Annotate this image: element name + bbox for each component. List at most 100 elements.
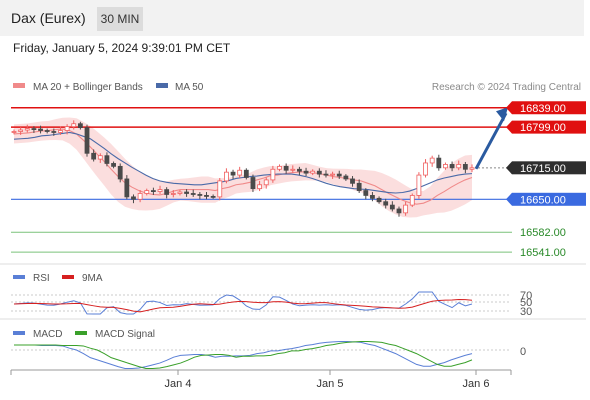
legend-label-macd-signal: MACD Signal [95,329,155,340]
candle-body [91,152,97,160]
legend-label-ma20: MA 20 + Bollinger Bands [33,82,143,93]
candle-body [117,165,123,180]
candle-body [303,170,309,174]
level-label-pointer [506,192,512,206]
candle-body [177,191,183,194]
candle-body [436,157,442,169]
candle-body [290,168,296,171]
level-label: 16541.00 [520,247,566,259]
legend-label-macd: MACD [33,329,62,340]
candle-body [376,197,382,203]
candle-body [396,208,402,214]
candle-body [363,190,369,196]
candle-body [84,127,90,154]
forecast-arrow [474,107,508,170]
candlesticks [11,120,475,217]
candle-body [51,131,57,133]
level-label-bg [512,120,586,134]
candle-body [343,175,349,180]
candle-body [164,189,170,195]
legend-swatch-macd-signal [75,331,87,335]
level-label-bg [512,161,586,175]
ma50-line [13,131,473,194]
candle-body [310,170,316,174]
timestamp: Friday, January 5, 2024 9:39:01 PM CET [13,41,231,55]
level-label-pointer [506,120,512,134]
candle-body [190,193,196,195]
candle-body [144,190,150,194]
legend-label-rsi-ma: 9MA [82,273,103,284]
candle-body [104,155,110,164]
legend-swatch-rsi-ma [62,275,74,279]
candle-body [277,165,282,170]
candle-body [131,196,136,200]
level-label: 16650.00 [520,194,566,206]
forecast-arrow-shaft [474,112,508,170]
candle-body [383,201,389,206]
candle-body [18,129,24,132]
bollinger-band-area [14,117,472,218]
candle-body [370,195,375,199]
ma20-line [13,128,473,205]
candle-body [71,123,77,128]
candle-body [250,177,256,190]
candle-body [469,167,475,170]
instrument-title: Dax (Eurex) [11,10,86,26]
candle-body [224,171,229,182]
candle-body [330,173,336,176]
x-tick-label: Jan 5 [317,378,344,390]
level-label: 16839.00 [520,103,566,115]
rsi-level-label: 50 [520,297,532,309]
legend-label-ma50: MA 50 [175,82,204,93]
candle-body [124,178,130,198]
candle-body [137,193,143,200]
header-bar: Dax (Eurex) 30 MIN [0,0,584,36]
legend-swatch-ma20 [13,83,25,88]
candle-body [257,184,262,190]
bollinger-bands [14,117,472,218]
rsi-level-label: 30 [520,306,532,318]
candle-body [11,131,17,133]
legend-swatch-rsi [13,275,25,279]
forecast-arrow-head [496,107,508,122]
candle-body [423,162,428,176]
x-tick-label: Jan 6 [463,378,490,390]
candle-body [170,193,176,195]
candle-body [270,168,276,181]
candle-body [316,170,322,175]
candle-body [263,179,269,186]
candle-body [157,189,163,192]
timeframe-button[interactable]: 30 MIN [97,7,143,31]
candle-body [350,178,355,184]
rsi-level-label: 70 [520,290,532,302]
candle-body [237,169,243,176]
candle-body [462,164,468,170]
candle-body [323,173,329,176]
candle-body [24,128,30,131]
level-label: 16582.00 [520,227,566,239]
candle-body [38,128,43,131]
level-label-pointer [506,101,512,115]
legend-swatch-macd [13,331,25,335]
candle-body [44,130,50,132]
candle-body [64,126,70,131]
candle-body [230,171,236,176]
macd-zero-label: 0 [520,346,526,358]
x-tick-label: Jan 4 [165,378,192,390]
level-label-bg [512,101,586,115]
rsi-ma-line [13,298,473,313]
candle-body [389,204,395,210]
candle-body [31,128,37,130]
candle-body [283,165,289,171]
candle-body [184,191,189,194]
candle-body [77,123,83,129]
candle-body [58,130,63,133]
candle-body [456,164,462,169]
macd-panel: 0 [11,340,526,369]
moving-averages [13,128,473,205]
candle-body [150,190,156,192]
candle-body [416,174,422,196]
